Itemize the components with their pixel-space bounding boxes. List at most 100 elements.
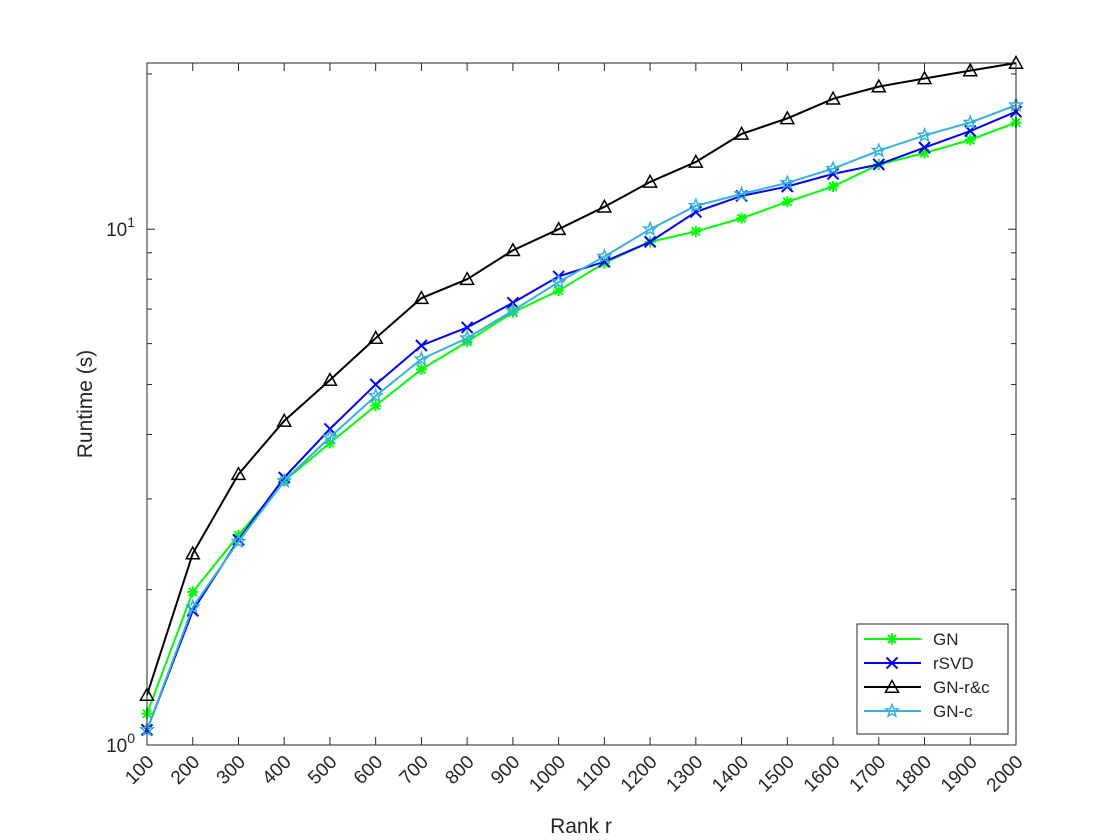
data-point: [276, 472, 293, 488]
plot-border: [146, 62, 1017, 746]
x-tick-label: 200: [167, 752, 204, 789]
legend-label: GN-c: [933, 702, 973, 721]
x-tick-label: 700: [396, 752, 433, 789]
data-point: [550, 221, 567, 236]
data-point: [276, 412, 292, 427]
data-point: [322, 371, 338, 386]
data-point: [415, 363, 427, 375]
y-tick-exponent: 1: [127, 214, 135, 230]
data-point: [736, 212, 748, 224]
x-tick-label: 1200: [617, 752, 662, 797]
x-tick-label: 1400: [708, 752, 753, 797]
x-tick-label: 100: [121, 752, 158, 789]
data-point: [690, 225, 702, 237]
x-tick-label: 1500: [754, 752, 799, 797]
x-tick-label: 600: [350, 752, 387, 789]
data-point: [781, 196, 793, 208]
legend-entry: GN-c: [864, 702, 973, 721]
data-point: [321, 428, 339, 445]
data-point: [230, 532, 247, 549]
data-point: [187, 586, 199, 598]
series-GN-r&c: [139, 54, 1024, 701]
data-point: [872, 158, 885, 171]
data-point: [827, 180, 839, 192]
data-point: [733, 125, 750, 140]
series-GN-c: [138, 96, 1025, 737]
x-tick-label: 300: [213, 752, 250, 789]
legend-marker: [883, 702, 901, 718]
x-tick-label: 1000: [525, 752, 570, 797]
legend-marker: [884, 678, 900, 693]
data-point: [824, 160, 842, 176]
legend-marker: [886, 633, 898, 645]
data-point: [916, 70, 933, 85]
data-point: [779, 110, 796, 125]
legend-entry: rSVD: [864, 654, 974, 673]
series-line: [146, 104, 1017, 731]
data-point: [688, 153, 704, 168]
y-axis-title: Runtime (s): [74, 350, 97, 459]
data-point: [641, 220, 659, 237]
y-tick-base: 10: [106, 736, 127, 757]
legend-label: rSVD: [933, 654, 974, 673]
data-point: [687, 197, 704, 213]
data-point: [596, 248, 613, 264]
legend-label: GN: [933, 630, 959, 649]
legend-marker: [885, 656, 899, 670]
data-point: [962, 113, 979, 130]
data-point: [643, 235, 657, 249]
data-point: [367, 330, 384, 345]
data-point: [964, 134, 976, 146]
series-line: [146, 62, 1017, 696]
data-point: [230, 466, 247, 481]
x-tick-label: 1600: [800, 752, 845, 797]
x-tick-label: 800: [441, 752, 478, 789]
data-point: [369, 378, 382, 391]
data-point: [459, 271, 475, 286]
data-point: [642, 173, 658, 188]
x-tick-label: 400: [258, 752, 295, 789]
data-point: [460, 321, 474, 334]
y-tick-exponent: 0: [127, 730, 135, 746]
x-axis-title: Rank r: [550, 815, 612, 838]
data-point: [918, 141, 931, 154]
x-tick-labels: 100 200 300 400 500 600 700 800 900 1000 1100 1200 1…: [121, 752, 1027, 797]
x-tick-label: 1800: [891, 752, 936, 797]
x-tick-label: 900: [487, 752, 524, 789]
legend-label: GN-r&c: [933, 678, 990, 697]
x-tick-label: 500: [304, 752, 341, 789]
data-point: [370, 400, 382, 412]
x-tick-label: 1300: [663, 752, 708, 797]
y-tick-label: 101: [106, 214, 135, 241]
data-point: [550, 273, 567, 289]
x-tick-label: 2000: [983, 752, 1028, 797]
legend: GN rSVD GN-r&c GN-c: [856, 623, 1009, 735]
data-point: [871, 78, 887, 93]
data-point: [184, 598, 201, 615]
data-point: [779, 174, 796, 190]
data-point: [504, 302, 522, 318]
x-tick-label: 1700: [846, 752, 891, 797]
y-tick-base: 10: [106, 220, 127, 241]
x-tick-label: 1100: [572, 752, 616, 796]
data-point: [415, 339, 428, 352]
axis-ticks: [146, 63, 1017, 746]
data-point: [825, 90, 841, 105]
data-point: [916, 126, 933, 143]
data-point: [413, 290, 430, 305]
legend-box: [856, 623, 1009, 735]
data-point: [553, 285, 565, 297]
data-point: [962, 62, 979, 77]
data-point: [184, 545, 201, 560]
data-point: [367, 387, 384, 403]
data-point: [413, 350, 430, 367]
legend-entry: GN-r&c: [864, 678, 990, 697]
data-point: [733, 185, 750, 201]
data-point: [505, 242, 521, 257]
data-point: [459, 329, 476, 346]
legend-entry: GN: [864, 630, 959, 649]
data-point: [596, 198, 613, 213]
x-tick-label: 1900: [937, 752, 982, 797]
